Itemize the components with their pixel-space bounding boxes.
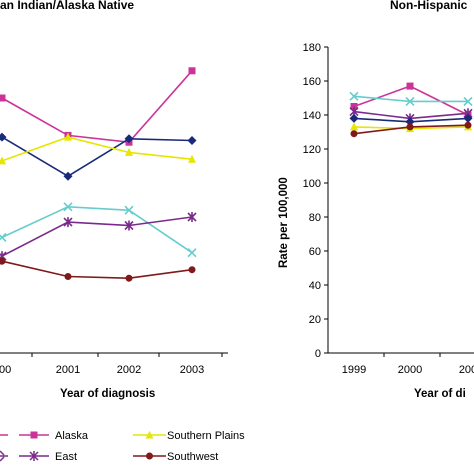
legend-label-alaska: Alaska (55, 430, 89, 442)
left-data-point (188, 154, 196, 163)
right-data-point (350, 122, 358, 131)
legend-item-alaska: Alaska (0, 430, 89, 442)
legend-label-southern-plains: Southern Plains (167, 430, 245, 442)
left-data-point (188, 266, 196, 274)
left-data-point (188, 67, 196, 75)
legend-circle-marker (146, 452, 153, 460)
left-data-point (63, 202, 73, 212)
left-data-point (64, 273, 72, 280)
left-data-point (0, 257, 6, 265)
left-data-point (124, 220, 134, 231)
left-x-tick-label: 2002 (117, 364, 141, 376)
right-data-point (464, 121, 472, 129)
right-y-tick-label: 120 (303, 144, 321, 156)
right-x-axis-label: Year of di (414, 388, 466, 400)
right-series-series-3 (349, 113, 473, 127)
left-series-line (1, 205, 193, 254)
left-data-point (63, 217, 73, 228)
right-data-point (406, 123, 414, 131)
legend-partial-star-marker (0, 450, 5, 462)
right-y-tick-label: 40 (309, 280, 321, 292)
legend-item-east: East (0, 451, 77, 463)
right-data-point (406, 82, 414, 90)
left-series-line (1, 136, 193, 162)
right-data-point (405, 96, 415, 106)
right-y-tick-label: 180 (303, 42, 321, 54)
left-data-point (125, 147, 133, 156)
left-series-southern-plains (0, 132, 196, 165)
right-data-point (349, 91, 359, 101)
left-series-line (1, 70, 193, 144)
right-y-tick-label: 100 (303, 178, 321, 190)
left-series-alaska (0, 67, 196, 146)
left-x-tick-label: 000 (0, 364, 11, 376)
right-chart-title: Non-Hispanic (390, 0, 468, 12)
legend-item-southwest: Southwest (133, 451, 218, 463)
left-series-east (0, 212, 197, 262)
left-series-line (1, 136, 193, 178)
legend-item-southern-plains: Southern Plains (133, 430, 245, 442)
right-data-point (405, 117, 415, 127)
right-data-point (349, 113, 359, 123)
left-data-point (187, 136, 197, 145)
left-data-point (124, 134, 134, 144)
right-y-tick-label: 160 (303, 76, 321, 88)
right-panel: Non-Hispanic 0 20 40 60 80 100 120 140 160 180 19… (278, 0, 474, 400)
legend-triangle-marker (145, 431, 154, 439)
left-data-point (187, 212, 197, 222)
legend-label-east: East (55, 451, 77, 463)
left-x-tick-label: 2001 (56, 364, 80, 376)
right-y-tick-label: 140 (303, 110, 321, 122)
right-data-point (350, 103, 358, 110)
left-data-point (0, 232, 7, 242)
left-series-southwest (0, 257, 196, 282)
right-data-point (350, 130, 358, 138)
right-y-tick-label: 0 (315, 348, 321, 360)
left-series-line (1, 216, 193, 257)
right-data-point (463, 96, 473, 106)
legend: Alaska Southern Plains East Southwest (0, 430, 245, 463)
left-x-axis-label: Year of diagnosis (60, 388, 155, 400)
left-data-point (187, 248, 197, 258)
left-data-point (63, 171, 73, 181)
left-series-series-1 (0, 132, 197, 181)
right-y-tick-label: 60 (309, 246, 321, 258)
right-y-axis-label: Rate per 100,000 (278, 177, 290, 268)
right-data-point (463, 113, 473, 123)
right-x-tick-label: 1999 (342, 364, 366, 376)
left-series-line (1, 260, 193, 280)
right-x-tick-label: 2000 (398, 364, 422, 376)
left-data-point (64, 132, 72, 141)
right-x-tick-label: 200 (459, 364, 474, 376)
left-data-point (124, 205, 134, 215)
legend-square-marker (30, 431, 38, 439)
left-data-point (0, 156, 6, 165)
legend-star-marker (29, 451, 39, 461)
left-series-series-3 (0, 202, 197, 258)
legend-label-southwest: Southwest (167, 451, 218, 463)
right-y-tick-label: 20 (309, 314, 321, 326)
left-chart-title: an Indian/Alaska Native (0, 0, 134, 12)
right-series-series-1 (349, 91, 473, 106)
right-series-southwest (350, 121, 472, 138)
left-x-tick-label: 2003 (180, 364, 204, 376)
left-data-point (0, 132, 7, 142)
left-panel: an Indian/Alaska Native 000200120022003 … (0, 0, 228, 400)
right-y-tick-label: 80 (309, 212, 321, 224)
left-data-point (0, 94, 6, 102)
left-data-point (125, 274, 133, 282)
